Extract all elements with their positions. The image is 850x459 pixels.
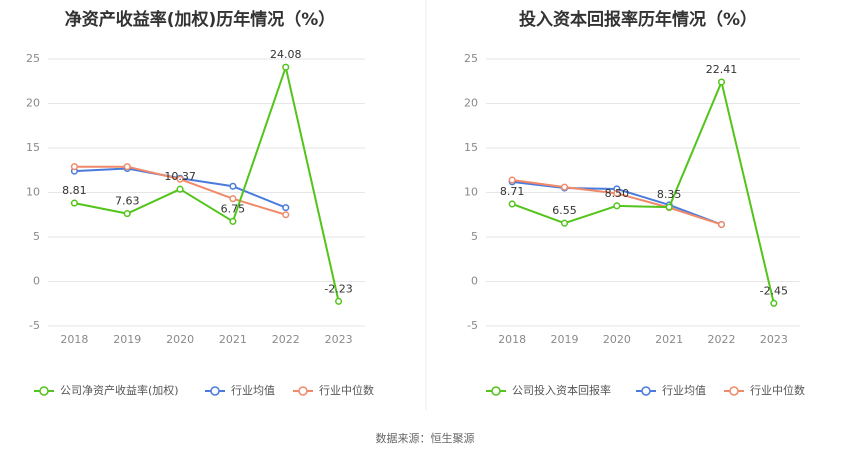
data-point-industry-median[interactable] — [613, 189, 621, 197]
legend-item-industry-mean[interactable]: 行业均值 — [636, 384, 706, 397]
x-tick-label: 2018 — [498, 333, 526, 346]
x-tick-label: 2023 — [325, 333, 353, 346]
legend-swatch-marker — [39, 386, 49, 396]
y-tick-label: -5 — [29, 319, 40, 332]
legend-swatch-marker — [491, 386, 501, 396]
data-point-company[interactable] — [123, 210, 131, 218]
data-label: -2.23 — [324, 282, 352, 295]
data-point-industry-median[interactable] — [176, 175, 184, 183]
x-tick-label: 2020 — [603, 333, 631, 346]
data-point-industry-median[interactable] — [123, 163, 131, 171]
data-label: -2.45 — [760, 284, 788, 297]
data-point-industry-mean[interactable] — [282, 204, 290, 212]
x-tick-label: 2023 — [760, 333, 788, 346]
y-tick-label: 25 — [464, 52, 478, 65]
data-label: 10.37 — [164, 170, 196, 183]
data-point-industry-median[interactable] — [70, 163, 78, 171]
x-tick-label: 2019 — [551, 333, 579, 346]
x-tick-label: 2022 — [272, 333, 300, 346]
data-label: 6.55 — [552, 204, 577, 217]
chart-panel-1: 净资产收益率(加权)历年情况（%） -5 0 5 10 15 20 25 2018 2019 202… — [26, 9, 374, 397]
chart-panel-2: 投入资本回报率历年情况（%） -5 0 5 10 15 20 25 2018 2019 2020 20… — [464, 9, 805, 397]
chart-title: 投入资本回报率历年情况（%） — [519, 9, 757, 30]
legend-label: 行业均值 — [662, 384, 706, 397]
data-point-company[interactable] — [560, 219, 569, 227]
legend-label: 行业均值 — [231, 384, 275, 397]
x-tick-label: 2019 — [113, 333, 141, 346]
data-label: 22.41 — [706, 63, 738, 76]
data-point-company[interactable] — [176, 185, 184, 193]
legend-item-industry-mean[interactable]: 行业均值 — [205, 384, 275, 397]
legend-swatch-marker — [298, 386, 308, 396]
data-point-company[interactable] — [282, 63, 290, 71]
data-label: 8.71 — [500, 185, 525, 198]
y-tick-label: -5 — [467, 319, 478, 332]
data-point-company[interactable] — [508, 200, 516, 208]
y-tick-label: 10 — [26, 186, 40, 199]
y-tick-label: 25 — [26, 52, 40, 65]
legend-label: 公司净资产收益率(加权) — [60, 383, 179, 397]
data-point-industry-median[interactable] — [508, 176, 516, 184]
y-tick-label: 0 — [471, 275, 478, 288]
x-tick-label: 2018 — [60, 333, 88, 346]
data-point-company[interactable] — [70, 199, 78, 207]
data-label: 24.08 — [270, 48, 302, 61]
legend-item-industry-median[interactable]: 行业中位数 — [724, 383, 805, 397]
legend-label: 行业中位数 — [750, 383, 805, 397]
data-point-company[interactable] — [665, 203, 673, 211]
y-tick-label: 20 — [464, 97, 478, 110]
y-tick-label: 15 — [26, 141, 40, 154]
legend-label: 公司投入资本回报率 — [512, 383, 611, 397]
data-source-note: 数据来源：恒生聚源 — [376, 431, 475, 445]
data-point-company[interactable] — [613, 202, 621, 210]
y-tick-label: 15 — [464, 141, 478, 154]
series-line-company — [74, 66, 340, 302]
y-tick-label: 5 — [471, 230, 478, 243]
data-point-company[interactable] — [229, 217, 237, 225]
legend-swatch-marker — [210, 386, 220, 396]
x-tick-label: 2021 — [219, 333, 247, 346]
data-point-company[interactable] — [717, 78, 726, 86]
data-point-industry-median[interactable] — [560, 183, 569, 191]
data-label: 7.63 — [115, 195, 140, 208]
legend-swatch-marker — [729, 386, 739, 396]
data-label: 8.50 — [605, 187, 630, 200]
x-tick-label: 2021 — [655, 333, 683, 346]
data-point-industry-median[interactable] — [717, 220, 726, 229]
y-tick-label: 20 — [26, 97, 40, 110]
y-tick-label: 10 — [464, 186, 478, 199]
legend-item-company[interactable]: 公司投入资本回报率 — [486, 383, 611, 397]
data-point-industry-median[interactable] — [282, 211, 290, 219]
y-tick-label: 0 — [33, 275, 40, 288]
data-label: 8.35 — [657, 188, 682, 201]
legend-item-company[interactable]: 公司净资产收益率(加权) — [34, 383, 179, 397]
data-point-industry-median[interactable] — [229, 195, 237, 203]
data-point-company[interactable] — [770, 299, 778, 307]
series-line-company — [511, 81, 775, 304]
data-label: 6.75 — [221, 202, 246, 215]
legend-swatch-marker — [641, 386, 651, 396]
data-label: 8.81 — [62, 184, 87, 197]
legend-item-industry-median[interactable]: 行业中位数 — [293, 383, 374, 397]
legend-label: 行业中位数 — [319, 383, 374, 397]
chart-title: 净资产收益率(加权)历年情况（%） — [65, 9, 336, 30]
y-tick-label: 5 — [33, 230, 40, 243]
x-tick-label: 2022 — [708, 333, 736, 346]
x-tick-label: 2020 — [166, 333, 194, 346]
data-point-industry-mean[interactable] — [229, 182, 237, 190]
data-point-company[interactable] — [335, 297, 343, 305]
